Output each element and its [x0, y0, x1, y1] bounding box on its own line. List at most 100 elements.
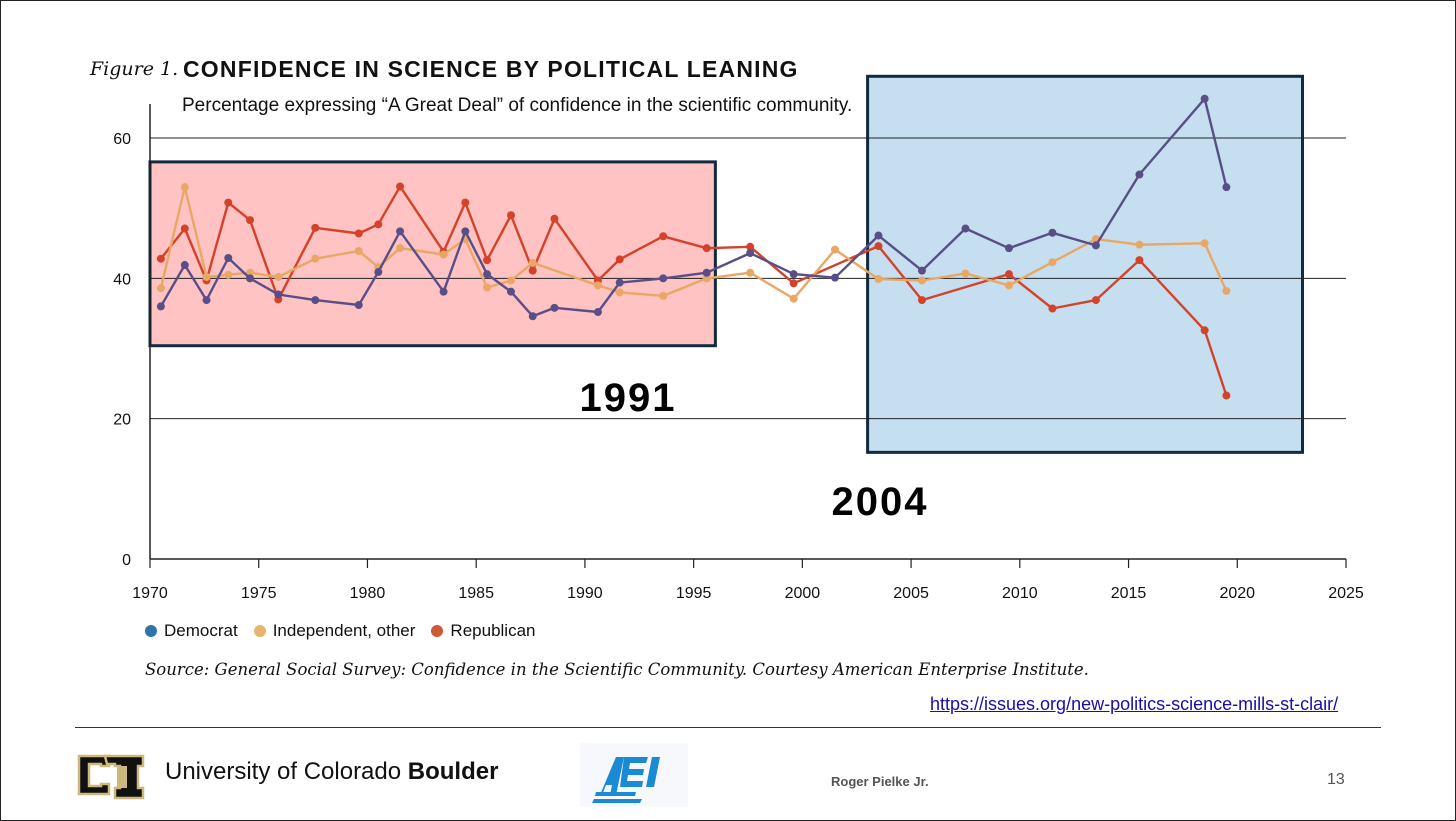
university-name-bold: Boulder: [407, 758, 499, 785]
data-point-democrat-8: [374, 268, 383, 277]
data-point-independent-10: [439, 250, 448, 259]
data-point-independent-21: [830, 245, 839, 254]
data-point-republican-27: [1135, 256, 1144, 265]
x-tick-label-2020: 2020: [1219, 585, 1255, 602]
data-point-republican-19: [702, 244, 711, 253]
data-point-independent-29: [1200, 239, 1209, 248]
y-tick-label-0: 0: [122, 552, 131, 569]
figure-title: CONFIDENCE IN SCIENCE BY POLITICAL LEANI…: [183, 56, 799, 82]
x-tick-label-2010: 2010: [1002, 585, 1038, 602]
data-point-republican-9: [396, 182, 405, 191]
data-point-democrat-12: [483, 270, 492, 279]
legend-item-democrat: Democrat: [145, 621, 238, 641]
data-point-democrat-2: [202, 296, 211, 305]
chart-legend: Democrat Independent, other Republican: [145, 621, 551, 641]
data-point-republican-7: [354, 229, 363, 238]
x-tick-label-2005: 2005: [893, 585, 929, 602]
y-tick-label-20: 20: [113, 412, 131, 429]
data-point-independent-17: [659, 291, 668, 300]
data-point-independent-1: [180, 183, 189, 192]
data-point-independent-6: [311, 254, 320, 263]
x-tick-label-2015: 2015: [1111, 585, 1147, 602]
data-point-independent-16: [615, 288, 624, 297]
data-point-democrat-18: [659, 274, 668, 283]
data-point-independent-7: [354, 246, 363, 255]
data-point-republican-8: [374, 220, 383, 229]
aei-logo: AEI: [580, 743, 688, 807]
aei-logo-icon: AEI: [592, 757, 660, 806]
x-tick-label-1975: 1975: [241, 585, 277, 602]
data-point-democrat-31: [1222, 183, 1231, 192]
data-point-independent-24: [961, 269, 970, 278]
legend-dot-republican: [431, 625, 444, 637]
x-tick-label-1995: 1995: [676, 585, 712, 602]
figure-label: Figure 1.: [90, 58, 179, 80]
data-point-democrat-22: [830, 273, 839, 282]
data-point-republican-1: [180, 224, 189, 233]
footer-divider: [75, 727, 1381, 728]
data-point-democrat-28: [1091, 241, 1100, 250]
data-point-democrat-0: [156, 302, 165, 311]
data-point-independent-3: [224, 270, 233, 279]
data-point-republican-12: [483, 256, 492, 265]
data-point-independent-30: [1222, 286, 1231, 295]
data-point-democrat-7: [354, 301, 363, 310]
data-point-republican-26: [1091, 296, 1100, 305]
data-point-independent-13: [506, 276, 515, 285]
data-point-democrat-19: [702, 268, 711, 277]
data-point-republican-14: [528, 266, 537, 275]
x-tick-label-2000: 2000: [785, 585, 821, 602]
data-point-democrat-25: [961, 224, 970, 233]
data-point-democrat-9: [396, 227, 405, 236]
data-point-republican-21: [789, 279, 798, 288]
data-point-democrat-15: [550, 303, 559, 312]
data-point-democrat-27: [1048, 228, 1057, 237]
data-point-republican-0: [156, 254, 165, 263]
data-point-republican-28: [1200, 326, 1209, 335]
data-point-independent-20: [789, 294, 798, 303]
data-point-independent-19: [746, 268, 755, 277]
page-number: 13: [1327, 771, 1345, 788]
data-point-democrat-20: [746, 249, 755, 258]
data-point-independent-25: [1004, 281, 1013, 290]
x-tick-label-1970: 1970: [132, 585, 168, 602]
data-point-democrat-4: [246, 274, 255, 283]
data-point-independent-12: [483, 283, 492, 292]
legend-item-independent: Independent, other: [253, 621, 416, 641]
data-point-democrat-14: [528, 312, 537, 321]
data-point-independent-2: [202, 272, 211, 281]
legend-item-republican: Republican: [431, 621, 535, 641]
data-point-democrat-24: [917, 266, 926, 275]
university-name: University of Colorado Boulder: [165, 758, 498, 786]
data-point-republican-15: [550, 214, 559, 223]
source-note: Source: General Social Survey: Confidenc…: [145, 660, 1089, 679]
data-point-independent-14: [528, 258, 537, 267]
data-point-independent-26: [1048, 258, 1057, 267]
series-line-republican: [159, 185, 1228, 396]
legend-label-independent: Independent, other: [272, 621, 416, 640]
aei-logo-text: AEI: [634, 803, 636, 806]
university-name-prefix: University of Colorado: [165, 758, 408, 785]
data-point-republican-24: [1004, 270, 1013, 279]
data-point-republican-13: [506, 211, 515, 220]
data-point-democrat-29: [1135, 170, 1144, 179]
data-point-republican-4: [246, 216, 255, 225]
legend-dot-democrat: [145, 625, 157, 637]
data-point-democrat-5: [274, 290, 283, 299]
x-tick-label-1990: 1990: [567, 585, 603, 602]
legend-dot-independent: [253, 625, 266, 637]
data-point-republican-29: [1222, 391, 1231, 400]
data-point-democrat-13: [506, 287, 515, 296]
data-point-republican-3: [224, 198, 233, 207]
x-tick-label-1985: 1985: [458, 585, 494, 602]
data-point-republican-18: [659, 232, 668, 241]
y-tick-label-60: 60: [113, 131, 131, 148]
data-point-independent-15: [593, 281, 602, 290]
data-point-democrat-17: [615, 278, 624, 287]
data-point-republican-20: [746, 242, 755, 251]
data-point-democrat-3: [224, 254, 233, 263]
source-link[interactable]: https://issues.org/new-politics-science-…: [930, 694, 1339, 714]
data-point-independent-18: [702, 274, 711, 283]
data-point-democrat-10: [439, 287, 448, 296]
